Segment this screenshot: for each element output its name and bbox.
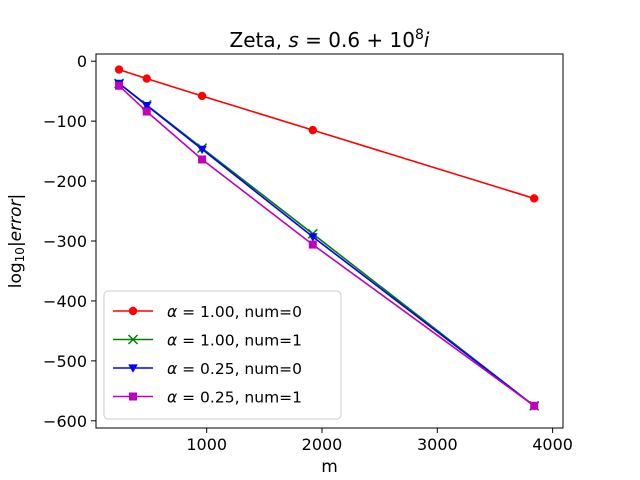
legend-item: α = 0.25, num=1 [113,389,302,407]
legend-label: α = 1.00, num=0 [167,303,302,321]
data-point [198,155,207,164]
legend-item: α = 1.00, num=1 [113,332,302,350]
legend: α = 1.00, num=0 α = 1.00, num=1 α = 0.25, … [103,290,342,420]
data-point [530,401,539,410]
legend-item: α = 0.25, num=0 [113,360,302,378]
data-point [308,240,317,249]
y-tick-label: 0 [77,52,87,71]
y-tick-label: −100 [43,112,87,131]
legend-marker [129,392,137,401]
y-tick-label: −500 [43,352,87,371]
legend-label: α = 0.25, num=0 [167,360,302,378]
x-tick-label: 4000 [532,435,573,454]
data-point [529,194,539,203]
data-point [197,145,207,155]
y-tick-label: −300 [43,232,87,251]
data-point [115,81,124,90]
legend-item: α = 1.00, num=0 [113,303,302,321]
data-point [114,65,124,74]
y-tick-label: −200 [43,172,87,191]
series-line [118,68,535,200]
legend-marker [128,306,138,316]
data-point [308,125,317,135]
legend-label: α = 0.25, num=1 [167,389,302,407]
data-point [197,91,207,101]
y-axis-title: log10|error| [6,194,27,289]
x-tick-label: 2000 [302,435,343,454]
data-point [142,107,151,116]
legend-marker [128,364,138,373]
x-axis-title: m [321,457,338,477]
chart-title: Zeta, s = 0.6 + 108i [230,27,430,52]
x-tick-label: 3000 [417,435,458,454]
data-point [307,233,318,242]
series-1 [114,65,539,203]
legend-marker [127,334,139,345]
y-tick-label: −400 [43,292,87,311]
data-point [141,101,152,111]
data-point [142,74,151,83]
y-tick-label: −600 [43,412,87,431]
legend-box [103,290,342,420]
x-tick-label: 1000 [186,435,227,454]
legend-label: α = 1.00, num=1 [167,332,302,350]
series-4 [115,81,539,410]
